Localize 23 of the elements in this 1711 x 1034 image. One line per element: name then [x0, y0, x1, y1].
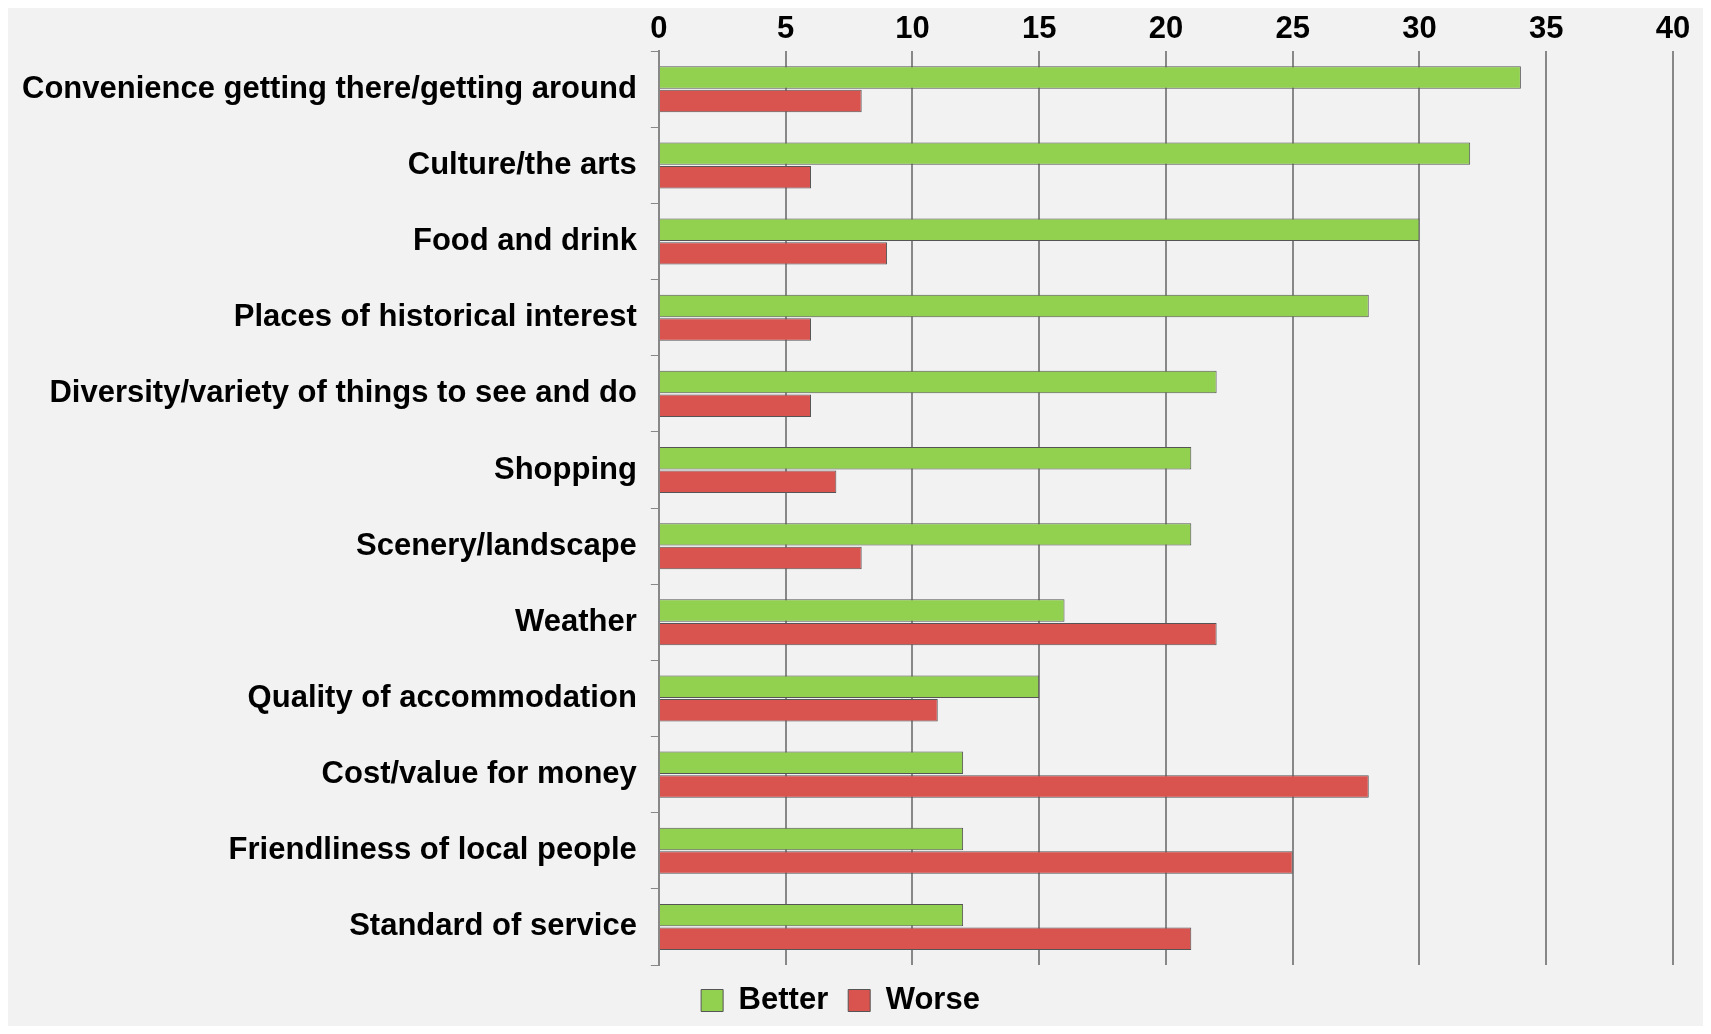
x-tick-label: 25	[1275, 10, 1310, 46]
y-tick-label: Friendliness of local people	[228, 831, 637, 867]
y-tick-label: Scenery/landscape	[355, 526, 637, 562]
x-tick-label: 20	[1148, 10, 1184, 46]
y-tick-label: Convenience getting there/getting around	[21, 69, 637, 105]
legend-label: Better	[738, 981, 829, 1017]
y-tick-label: Standard of service	[349, 907, 637, 943]
x-tick-label: 0	[650, 10, 668, 46]
y-tick-label: Places of historical interest	[233, 298, 637, 334]
x-tick-label: 40	[1655, 10, 1691, 46]
y-tick-label: Culture/the arts	[407, 145, 637, 181]
y-tick-label: Quality of accommodation	[247, 679, 637, 715]
x-tick-label: 5	[777, 10, 795, 46]
y-tick-label: Diversity/variety of things to see and do	[49, 374, 637, 410]
y-tick-label: Food and drink	[412, 222, 638, 258]
x-tick-label: 30	[1402, 10, 1437, 46]
x-tick-label: 15	[1021, 10, 1057, 46]
x-tick-label: 35	[1528, 10, 1564, 46]
y-tick-label: Weather	[515, 602, 637, 638]
y-tick-label: Shopping	[493, 450, 637, 486]
y-tick-label: Cost/value for money	[321, 755, 638, 791]
legend-label: Worse	[885, 981, 980, 1017]
x-tick-label: 10	[895, 10, 930, 46]
